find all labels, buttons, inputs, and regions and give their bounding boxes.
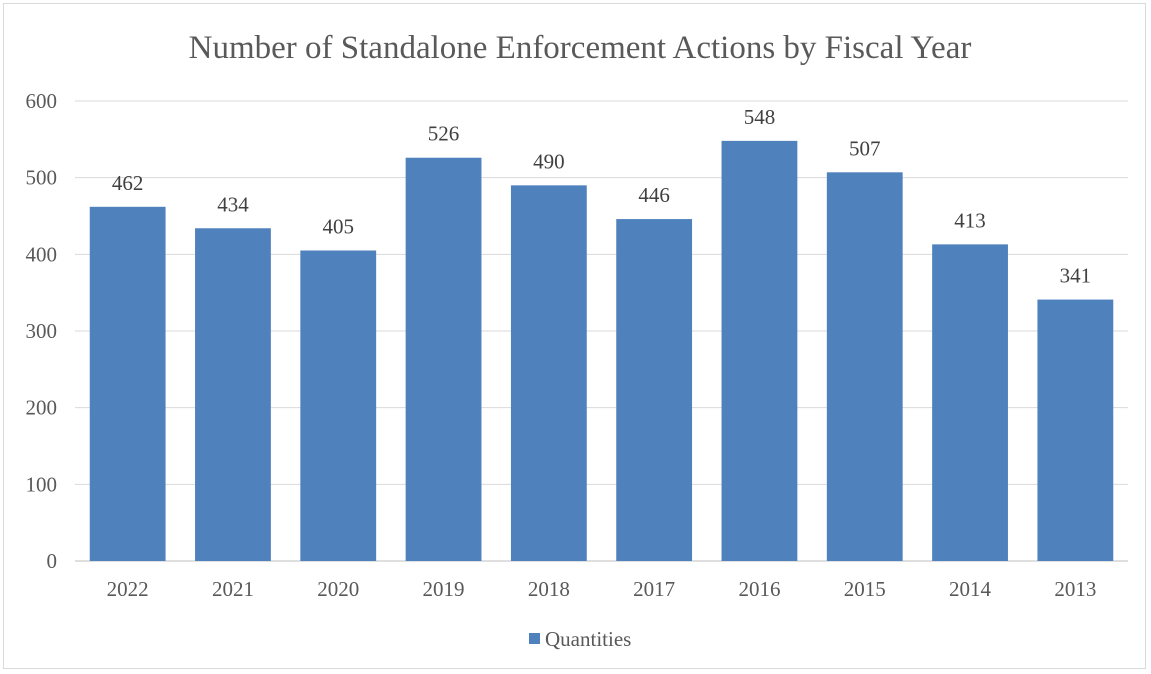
data-labels: 462 434 405 526 490 446 548 507 413 341: [112, 105, 1091, 288]
data-label-2014: 413: [954, 208, 986, 232]
y-tick-label: 600: [26, 89, 58, 113]
bar-2017: [616, 219, 693, 562]
data-label-2015: 507: [849, 136, 881, 160]
chart-title: Number of Standalone Enforcement Actions…: [189, 30, 972, 66]
bar-2021: [195, 228, 271, 561]
data-label-2017: 446: [638, 183, 670, 207]
x-tick-label-2013: 2013: [1054, 577, 1096, 601]
bar-2019: [405, 157, 482, 561]
y-tick-label: 200: [26, 396, 58, 420]
bar-2022: [89, 206, 166, 562]
x-tick-label-2022: 2022: [107, 577, 149, 601]
data-label-2019: 526: [428, 122, 460, 146]
legend-label-quantities: Quantities: [545, 627, 631, 651]
bar-2015: [826, 172, 903, 562]
x-tick-label-2017: 2017: [633, 577, 675, 601]
x-tick-label-2015: 2015: [844, 577, 886, 601]
x-tick-label-2020: 2020: [317, 577, 359, 601]
bar-2013: [1037, 299, 1114, 561]
legend: Quantities: [529, 627, 631, 651]
data-label-2021: 434: [217, 192, 249, 216]
data-label-2016: 548: [744, 105, 776, 129]
data-label-2013: 341: [1060, 264, 1092, 288]
x-tick-label-2021: 2021: [212, 577, 254, 601]
y-tick-label: 400: [26, 242, 58, 266]
y-tick-label: 100: [26, 472, 58, 496]
y-axis-ticks: 0 100 200 300 400 500 600: [26, 89, 58, 573]
y-tick-label: 500: [26, 166, 58, 190]
legend-swatch: [529, 633, 540, 644]
bar-2014: [932, 244, 1008, 561]
data-label-2018: 490: [533, 149, 565, 173]
bars: [89, 140, 1114, 562]
x-tick-label-2019: 2019: [423, 577, 465, 601]
x-axis-ticks: 2022 2021 2020 2019 2018 2017 2016 2015 2014 2013: [107, 577, 1097, 601]
x-tick-label-2018: 2018: [528, 577, 570, 601]
x-tick-label-2016: 2016: [738, 577, 780, 601]
x-tick-label-2014: 2014: [949, 577, 992, 601]
data-label-2020: 405: [323, 215, 355, 239]
bar-2016: [721, 140, 798, 561]
bar-2018: [510, 185, 587, 562]
data-label-2022: 462: [112, 171, 144, 195]
y-tick-label: 0: [47, 549, 58, 573]
y-tick-label: 300: [26, 319, 58, 343]
bar-2020: [300, 250, 377, 561]
